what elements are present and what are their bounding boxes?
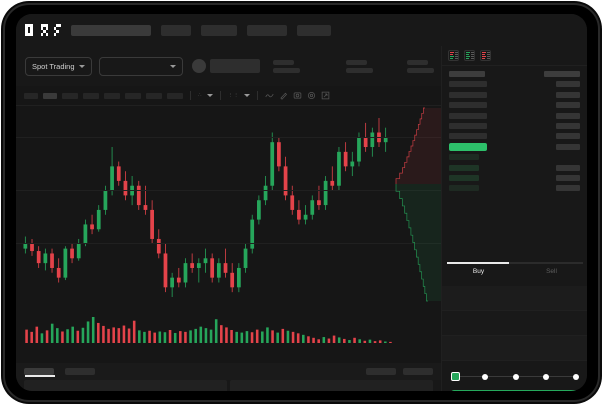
place-order-button[interactable] [451,390,579,391]
toolbar-divider [257,91,259,100]
nav-item-2[interactable] [201,24,238,36]
orderbook-bid-row[interactable] [449,185,580,192]
app-screen: Spot Trading [16,14,587,391]
timeframe-button[interactable] [125,92,141,99]
stat-value [406,67,434,73]
trading-pair-selector[interactable] [98,56,183,76]
order-field-row[interactable] [442,336,587,361]
orderbook-bid-row[interactable] [449,174,580,181]
timeframe-button[interactable] [146,92,162,99]
orderbook-ask-row[interactable] [449,112,580,119]
stat-item [406,59,434,73]
timeframe-button[interactable] [167,92,183,99]
slider-stop[interactable] [512,373,519,380]
line-wave-icon[interactable] [265,91,274,100]
timeframe-button[interactable] [104,92,120,99]
trading-mode-label: Spot Trading [32,61,75,71]
market-depth-overlay [395,107,441,302]
stat-value [345,67,373,73]
nav-item-3[interactable] [247,24,288,36]
coin-avatar [191,59,206,73]
chevron-down-icon[interactable] [244,94,251,97]
chart-type-button[interactable]: ⋮⋮ [227,92,240,99]
orderbook-bid-row[interactable] [449,154,580,161]
nav-item-4[interactable] [297,24,332,36]
bottom-action-1[interactable] [366,368,396,375]
order-form-fields [442,286,587,361]
indicators-button[interactable]: ∴ [198,92,202,99]
timeframe-button-active[interactable] [43,92,57,99]
nav-item-1[interactable] [161,24,192,36]
settings-gear-icon[interactable] [307,91,316,100]
chevron-down-icon [78,64,85,68]
tab-active-indicator [447,262,509,264]
orderbook-view-tabs [442,46,587,66]
global-search-input[interactable] [71,24,152,36]
order-side-tabs: Buy Sell [442,262,587,284]
chevron-down-icon [169,64,176,68]
slider-handle[interactable] [451,372,460,381]
orderbook-ask-row[interactable] [449,133,580,140]
trading-mode-selector[interactable]: Spot Trading [25,56,92,76]
bottom-tab-bar [16,363,441,380]
toolbar-divider [219,91,221,100]
top-navigation-bar [16,14,587,46]
okx-logo[interactable] [25,24,62,36]
orderbook-header-qty [449,71,485,77]
bottom-tab-active-underline [25,375,55,377]
bottom-panels [16,380,441,391]
toolbar-divider [190,91,191,100]
slider-stop[interactable] [482,373,488,380]
tab-sell[interactable]: Sell [546,268,557,275]
orderbook-ask-row[interactable] [449,81,580,88]
amount-percent-slider[interactable] [451,372,579,381]
device-frame: Spot Trading [3,3,600,402]
pencil-icon[interactable] [279,91,288,100]
orderbook-header-price [544,71,580,77]
orderbook-ask-row[interactable] [449,91,580,98]
order-field-row[interactable] [442,311,587,336]
last-price-value [209,59,260,73]
stat-item [345,59,373,73]
chevron-down-icon[interactable] [206,94,213,97]
fullscreen-icon[interactable] [321,91,330,100]
timeframe-button[interactable] [24,92,38,99]
last-price-highlight [449,142,487,151]
orderbook-asks-icon[interactable] [480,50,491,61]
camera-icon[interactable] [293,91,302,100]
slider-stop[interactable] [573,373,579,380]
stat-label [345,59,367,65]
orderbook-column-headers [449,71,580,77]
bottom-action-2[interactable] [403,368,433,375]
bottom-tab[interactable] [65,368,95,375]
tab-track [447,262,583,264]
bottom-panel-left[interactable] [24,380,227,391]
timeframe-button[interactable] [62,92,78,99]
orderbook-rows [442,66,587,192]
price-chart[interactable] [16,106,441,303]
tab-buy[interactable]: Buy [472,268,485,275]
stat-item [272,59,300,73]
orderbook-and-form-panel: Buy Sell [441,46,587,391]
slider-stop[interactable] [543,373,549,380]
order-field-row[interactable] [442,286,587,311]
orderbook-both-icon[interactable] [448,50,459,61]
bottom-panel-right[interactable] [230,380,433,391]
volume-chart [16,303,441,363]
chart-toolbar: ∴ ⋮⋮ [16,86,441,106]
orderbook-ask-row[interactable] [449,102,580,109]
volume-series [25,317,392,343]
timeframe-button[interactable] [83,92,99,99]
stat-label [406,59,428,65]
candlestick-series [23,118,388,297]
bottom-tab-active[interactable] [24,368,54,375]
stat-value [272,67,300,73]
orderbook-ask-row[interactable] [449,122,580,129]
orderbook-bid-row[interactable] [449,164,580,171]
stat-label [272,59,294,65]
orderbook-bids-icon[interactable] [464,50,475,61]
orderbook-last-price-row [449,142,580,151]
